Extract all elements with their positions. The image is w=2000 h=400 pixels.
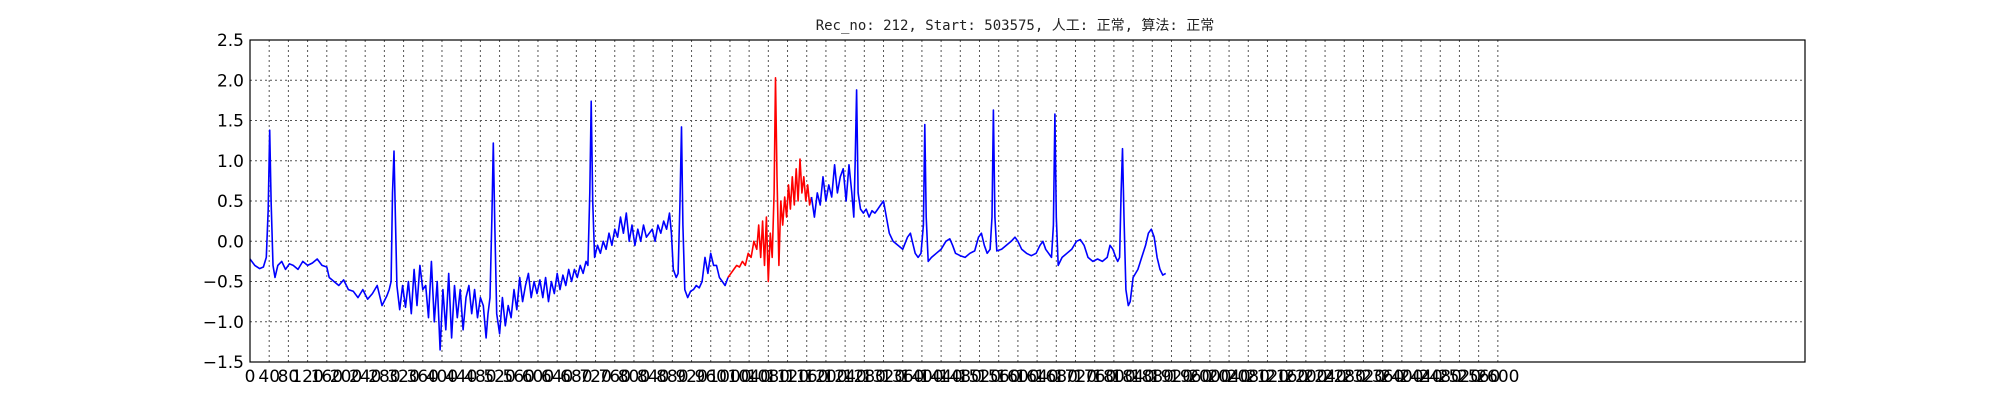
x-tick-label: 0 — [245, 367, 256, 387]
x-tick-label: 1680 — [1035, 367, 1078, 387]
x-tick-label: 2000 — [1188, 367, 1231, 387]
x-tick-label: 1280 — [843, 367, 886, 387]
x-tick-label: 560 — [503, 367, 535, 387]
x-tick-label: 2360 — [1361, 367, 1404, 387]
x-tick-label: 760 — [599, 367, 631, 387]
y-tick-label: 1.5 — [217, 112, 244, 132]
x-tick-label: 200 — [330, 367, 362, 387]
x-axis-ticks: 0 408012016020024028032036040044048052056… — [245, 367, 1520, 387]
x-tick-label: 2600 — [1476, 367, 1519, 387]
y-tick-label: 1.0 — [217, 152, 244, 172]
x-tick-label: 1320 — [862, 367, 905, 387]
y-tick-label: −1.0 — [203, 313, 244, 333]
y-tick-label: −1.5 — [203, 353, 244, 373]
x-tick-label: 2120 — [1246, 367, 1289, 387]
y-tick-label: 0.0 — [217, 232, 244, 252]
x-tick-label: 320 — [387, 367, 419, 387]
x-tick-label: 120 — [291, 367, 323, 387]
x-tick-label: 1840 — [1111, 367, 1154, 387]
x-tick-label: 920 — [675, 367, 707, 387]
x-tick-label: 880 — [656, 367, 688, 387]
x-tick-label: 1440 — [919, 367, 962, 387]
x-tick-label: 1720 — [1054, 367, 1097, 387]
x-tick-label: 640 — [541, 367, 573, 387]
x-tick-label: 2080 — [1227, 367, 1270, 387]
x-tick-label: 1400 — [900, 367, 943, 387]
x-tick-label: 280 — [368, 367, 400, 387]
x-tick-label: 520 — [483, 367, 515, 387]
x-tick-label: 1360 — [881, 367, 924, 387]
chart-title: Rec_no: 212, Start: 503575, 人工: 正常, 算法: … — [816, 18, 1215, 34]
series-line-0 — [249, 100, 729, 351]
y-tick-label: 0.5 — [217, 192, 244, 212]
x-tick-label: 840 — [637, 367, 669, 387]
x-tick-label: 440 — [445, 367, 477, 387]
x-tick-label: 1160 — [785, 367, 828, 387]
y-tick-label: 2.0 — [217, 71, 244, 91]
x-tick-label: 80 — [278, 367, 300, 387]
y-tick-label: −0.5 — [203, 273, 244, 293]
x-tick-label: 1200 — [804, 367, 847, 387]
x-tick-label: 720 — [579, 367, 611, 387]
x-tick-label: 1560 — [977, 367, 1020, 387]
x-tick-label: 2400 — [1380, 367, 1423, 387]
x-tick-label: 800 — [618, 367, 650, 387]
series-line-1 — [727, 77, 813, 283]
grid-lines — [250, 40, 1805, 362]
x-tick-label: 1080 — [747, 367, 790, 387]
x-tick-label: 2200 — [1284, 367, 1327, 387]
x-tick-label: 2280 — [1323, 367, 1366, 387]
series-lines — [249, 77, 1167, 351]
x-tick-label: 1240 — [823, 367, 866, 387]
x-tick-label: 1880 — [1131, 367, 1174, 387]
x-tick-label: 2320 — [1342, 367, 1385, 387]
plot-frame — [249, 39, 1806, 363]
x-tick-label: 600 — [522, 367, 554, 387]
x-tick-label: 1760 — [1073, 367, 1116, 387]
y-axis-ticks: −1.5 −1.0 −0.5 0.0 0.5 1.0 1.5 2.0 2.5 — [203, 31, 244, 373]
x-tick-label: 2560 — [1457, 367, 1500, 387]
x-tick-label: 2160 — [1265, 367, 1308, 387]
x-tick-label: 680 — [560, 367, 592, 387]
x-tick-label: 1800 — [1092, 367, 1135, 387]
x-tick-label: 2480 — [1419, 367, 1462, 387]
x-tick-label: 160 — [311, 367, 343, 387]
x-tick-label: 1640 — [1015, 367, 1058, 387]
x-tick-label: 240 — [349, 367, 381, 387]
x-tick-label: 1000 — [708, 367, 751, 387]
x-tick-label: 1480 — [939, 367, 982, 387]
x-tick-label: 2520 — [1438, 367, 1481, 387]
x-tick-label: 2440 — [1399, 367, 1442, 387]
x-tick-label: 40 — [258, 367, 280, 387]
x-tick-label: 2040 — [1207, 367, 1250, 387]
series-line-2 — [810, 89, 1167, 307]
x-tick-label: 1520 — [958, 367, 1001, 387]
x-tick-label: 960 — [695, 367, 727, 387]
x-tick-label: 1600 — [996, 367, 1039, 387]
x-tick-label: 1960 — [1169, 367, 1212, 387]
x-tick-label: 1120 — [766, 367, 809, 387]
y-tick-label: 2.5 — [217, 31, 244, 51]
x-tick-label: 2240 — [1303, 367, 1346, 387]
x-tick-label: 1040 — [728, 367, 771, 387]
x-tick-label: 480 — [464, 367, 496, 387]
x-tick-label: 400 — [426, 367, 458, 387]
x-tick-label: 1920 — [1150, 367, 1193, 387]
x-tick-label: 360 — [407, 367, 439, 387]
